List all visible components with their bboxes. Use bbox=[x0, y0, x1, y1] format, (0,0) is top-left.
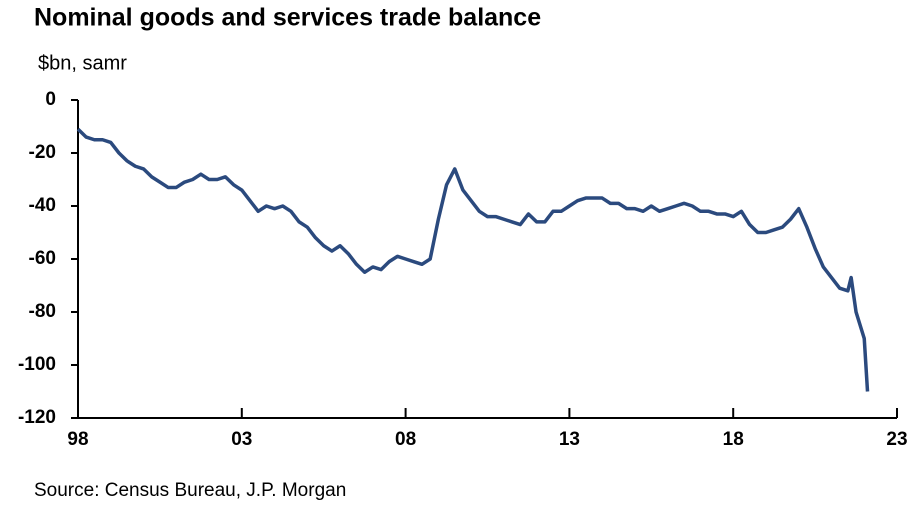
chart-subtitle: $bn, samr bbox=[38, 52, 127, 74]
y-tick-label: -20 bbox=[29, 142, 56, 163]
x-tick-label: 13 bbox=[559, 429, 580, 450]
x-tick-label: 98 bbox=[67, 429, 88, 450]
y-tick-label: 0 bbox=[45, 89, 56, 110]
x-tick-label: 08 bbox=[395, 429, 416, 450]
line-series bbox=[76, 127, 870, 392]
x-tick-label: 23 bbox=[886, 429, 907, 450]
y-tick-label: -100 bbox=[18, 354, 56, 375]
chart-title: Nominal goods and services trade balance bbox=[34, 4, 541, 32]
x-tick-label: 03 bbox=[231, 429, 252, 450]
source-note: Source: Census Bureau, J.P. Morgan bbox=[34, 480, 346, 501]
y-tick-label: -40 bbox=[29, 195, 56, 216]
y-tick-label: -60 bbox=[29, 248, 56, 269]
x-tick-label: 18 bbox=[723, 429, 744, 450]
y-tick-label: -120 bbox=[18, 407, 56, 428]
y-tick-label: -80 bbox=[29, 301, 56, 322]
